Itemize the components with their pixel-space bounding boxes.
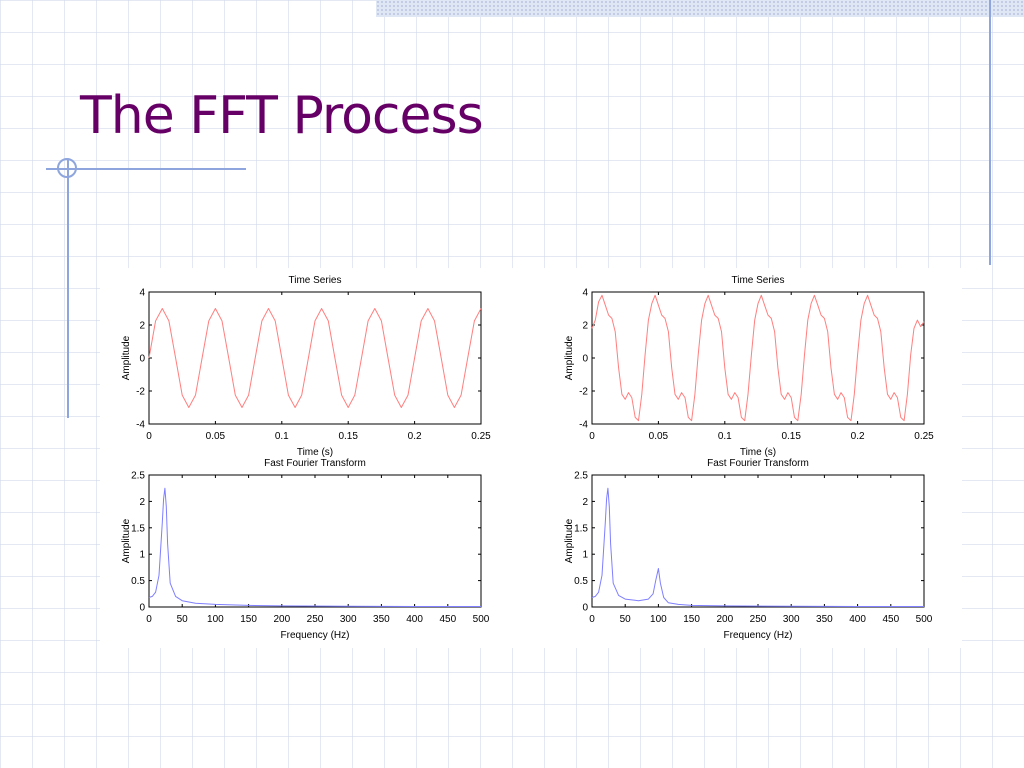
fft-1-ytick-label: 0 [139,603,145,614]
time-series-2-axes-box [591,291,925,425]
title-ornament-circle [57,158,77,178]
time-series-2-xtick-label: 0.2 [851,431,865,442]
fft-2-xtick-label: 200 [716,614,733,625]
fft-1-xtick-label: 200 [273,614,290,625]
fft-2-xtick-label: 0 [589,614,595,625]
fft-1-xtick-label: 150 [240,614,257,625]
fft-2-xtick-label: 50 [620,614,632,625]
fft-1-xtick-label: 100 [207,614,224,625]
fft-2-ytick-label: 2.5 [574,471,588,482]
left-vertical-rule [67,160,69,418]
fft-2-xtick-label: 250 [750,614,767,625]
time-series-2-series-line [591,294,925,422]
time-series-1-xtick-label: 0.05 [206,431,226,442]
fft-1-title: Fast Fourier Transform [264,458,366,469]
fft-2-ylabel: Amplitude [564,518,575,563]
fft-1-xlabel: Frequency (Hz) [281,630,350,641]
fft-1-ytick-label: 2.5 [131,471,145,482]
fft-1-ytick-label: 2 [139,497,145,508]
time-series-1-ylabel: Amplitude [121,335,132,380]
fft-1-xtick-label: 500 [473,614,490,625]
fft-1-xtick-label: 300 [340,614,357,625]
fft-1-xtick-label: 250 [307,614,324,625]
time-series-1-xtick-label: 0.2 [408,431,422,442]
fft-2-xtick-label: 100 [650,614,667,625]
fft-1-xtick-label: 0 [146,614,152,625]
right-vertical-rule [989,0,991,265]
fft-2-title: Fast Fourier Transform [707,458,809,469]
fft-2-chart: 0 50 100 150 200 250 300 350 400 450 500 0 0.5 1 1.5 2 2… [564,458,933,641]
fft-1-axes-box [148,474,482,608]
fft-2-ytick-label: 0.5 [574,576,588,587]
time-series-2-xtick-label: 0.25 [914,431,934,442]
fft-2-ytick-label: 1 [582,550,588,561]
fft-1-xtick-label: 450 [439,614,456,625]
time-series-2-xtick-label: 0.1 [718,431,732,442]
fft-2-xtick-label: 450 [882,614,899,625]
fft-1-ylabel: Amplitude [121,518,132,563]
time-series-1-ytick-label: 0 [139,354,145,365]
fft-2-xtick-label: 300 [783,614,800,625]
time-series-1-axes-box [148,291,482,425]
time-series-1-ytick-label: 2 [139,321,145,332]
fft-1-ytick-label: 0.5 [131,576,145,587]
fft-2-xtick-label: 400 [849,614,866,625]
fft-2-ytick-label: 1.5 [574,523,588,534]
time-series-2-xtick-label: 0 [589,431,595,442]
fft-2-xtick-label: 150 [683,614,700,625]
time-series-1-xtick-label: 0.15 [338,431,358,442]
time-series-1-title: Time Series [289,275,342,286]
time-series-2-chart: 0 0.05 0.1 0.15 0.2 0.25 -4 -2 0 2 4 Time Series Tim… [564,275,934,458]
fft-1-chart: 0 50 100 150 200 250 300 350 400 450 500 0 0.5 1 1.5 2 2… [121,458,490,641]
fft-2-ytick-label: 0 [582,603,588,614]
time-series-2-xtick-label: 0.15 [781,431,801,442]
time-series-2-ytick-label: -4 [579,420,588,431]
fft-1-xtick-label: 50 [177,614,189,625]
time-series-2-ytick-label: 0 [582,354,588,365]
time-series-1-xtick-label: 0.1 [275,431,289,442]
fft-1-xtick-label: 350 [373,614,390,625]
top-decorative-band [376,0,1024,17]
time-series-1-ytick-label: -2 [136,387,145,398]
time-series-1-ytick-label: -4 [136,420,145,431]
fft-2-xtick-label: 350 [816,614,833,625]
fft-1-ytick-label: 1.5 [131,523,145,534]
time-series-2-ylabel: Amplitude [564,335,575,380]
fft-2-series-line [591,487,924,607]
slide-title: The FFT Process [80,86,484,146]
time-series-1-xtick-label: 0 [146,431,152,442]
time-series-2-ytick-label: 4 [582,288,588,299]
fft-1-series-line [148,487,481,607]
fft-1-ytick-label: 1 [139,550,145,561]
time-series-1-ytick-label: 4 [139,288,145,299]
fft-2-axes-box [591,474,925,608]
title-underline-rule [46,168,246,170]
time-series-1-xlabel: Time (s) [297,447,333,458]
time-series-2-xlabel: Time (s) [740,447,776,458]
time-series-2-xtick-label: 0.05 [649,431,669,442]
fft-2-xlabel: Frequency (Hz) [724,630,793,641]
time-series-1-series-line [148,308,482,408]
time-series-2-ytick-label: 2 [582,321,588,332]
time-series-2-ytick-label: -2 [579,387,588,398]
time-series-2-title: Time Series [732,275,785,286]
time-series-1-chart: 0 0.05 0.1 0.15 0.2 0.25 -4 -2 0 2 4 Time Series Tim… [121,275,491,458]
fft-1-xtick-label: 400 [406,614,423,625]
time-series-1-xtick-label: 0.25 [471,431,491,442]
fft-2-ytick-label: 2 [582,497,588,508]
fft-2-xtick-label: 500 [916,614,933,625]
